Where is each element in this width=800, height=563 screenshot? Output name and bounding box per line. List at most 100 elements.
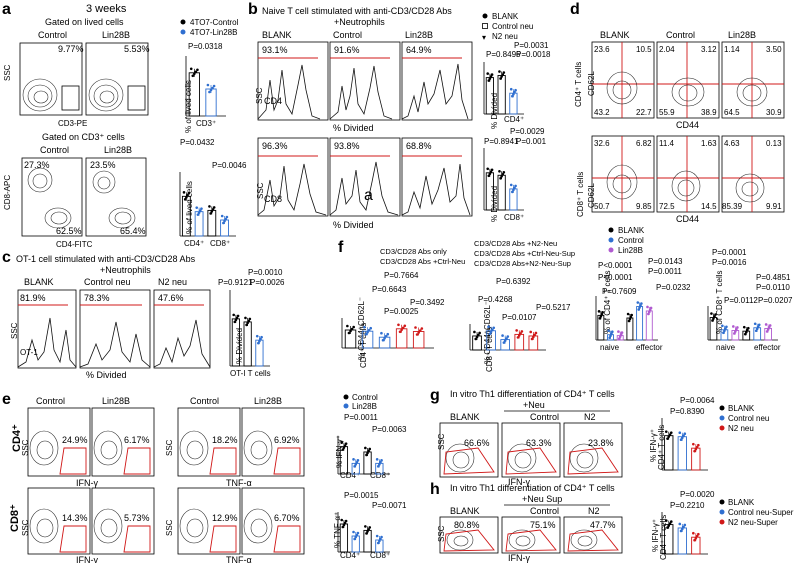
point-f1-1-2 <box>366 330 369 334</box>
point-d1-4-4 <box>640 302 643 305</box>
p-d-cd4-eff-2: P=0.0011 <box>648 267 682 276</box>
pct-c-blank: 81.9% <box>20 293 46 303</box>
p-d-cd4-naive-2: P<0.0001 <box>598 273 633 282</box>
point-a1-1-1 <box>208 90 211 94</box>
point-d1-5-4 <box>649 306 653 310</box>
quad-d-cd4-lin28b-lr: 30.9 <box>766 108 782 117</box>
panel-f: f CD3/CD28 Abs only CD3/CD28 Abs +Ctrl-N… <box>338 239 575 372</box>
point-c1-1-2 <box>246 321 249 325</box>
flow-h-control <box>501 516 561 554</box>
point-e2-1-4 <box>356 531 360 535</box>
point-a1-1-2 <box>209 88 213 92</box>
panel-e-row-cd4: CD4⁺ <box>11 424 23 452</box>
bar-b-cd8-ylabel: % Divided <box>490 186 499 222</box>
point-f2-4-1 <box>530 337 534 341</box>
panel-c-ot1-label: OT-1 <box>20 348 38 357</box>
bar-d-cd8-cat-naive: naive <box>716 343 736 352</box>
point-e2-3-2 <box>378 539 381 543</box>
pct-e-cd4-tnf-control: 18.2% <box>212 435 238 445</box>
bar-a1-ylabel: % of lived cells <box>184 80 193 133</box>
point-e2-1-1 <box>353 537 356 541</box>
point-a2-0-3 <box>186 194 189 197</box>
point-e1-1-1 <box>353 465 356 468</box>
quad-d-cd4-control <box>656 41 720 119</box>
point-g1-0-1 <box>666 437 669 440</box>
point-f2-3-0 <box>515 329 518 332</box>
bar-a2-ylabel: % of lived cells <box>185 181 194 234</box>
point-f1-4-1 <box>415 333 419 336</box>
point-e1-3-2 <box>378 463 381 466</box>
point-d2-0-3 <box>713 315 716 318</box>
point-a2-3-2 <box>223 219 226 223</box>
flow-e-cd8-tnf-lin28b <box>241 487 305 555</box>
p-d-cd8-naive-3: P=0.0112 <box>724 296 758 305</box>
bar-e-tnf-cat-cd8: CD8⁺ <box>370 551 390 560</box>
panel-e-x-ifn-1: IFN-γ <box>76 478 98 488</box>
panel-c-subtitle: +Neutrophils <box>100 265 151 275</box>
point-f2-1-1 <box>488 332 492 336</box>
point-e2-3-4 <box>380 535 383 539</box>
point-c1-2-1 <box>257 341 260 345</box>
p-d-cd8-eff-2: P=0.0110 <box>756 283 790 292</box>
flow-e-cd8-ifn-control <box>27 487 91 555</box>
bar-f-cd4-ylabel2: CD4⁺ T cells <box>359 323 368 368</box>
red-gates-e <box>59 447 301 553</box>
panel-d-x-axis-2: CD44 <box>676 214 699 224</box>
point-g1-2-4 <box>697 443 700 447</box>
quad-d-cd4-lin28b <box>721 41 785 119</box>
quad-d-cd4-blank-ll: 43.2 <box>594 108 610 117</box>
legend-d-lin28b-marker <box>608 247 614 253</box>
point-f2-3-1 <box>516 336 520 339</box>
point-d1-3-2 <box>628 317 632 321</box>
point-f1-2-2 <box>383 336 386 340</box>
panel-h-x-axis: IFN-γ <box>508 553 530 563</box>
point-b1-2-2 <box>512 92 515 96</box>
point-d2-3-1 <box>743 332 747 336</box>
legend-g-n2: N2 neu <box>728 424 754 433</box>
legend-a-control-marker <box>180 19 186 25</box>
point-c1-0-3 <box>235 316 239 320</box>
histograms-b-cd8 <box>257 161 471 216</box>
p-d-cd8-naive-2: P=0.0016 <box>712 258 747 267</box>
hist-b-cd4-lin28b <box>401 41 473 121</box>
point-c1-2-4 <box>260 335 263 339</box>
point-a1-0-0 <box>189 67 193 71</box>
pct-e-cd4-ifn-control: 24.9% <box>62 435 88 445</box>
p-a-cd8: P=0.0046 <box>212 161 247 170</box>
contours-g <box>443 443 619 475</box>
p-b-cd8-top: P=0.0029 <box>510 127 545 136</box>
point-d1-0-2 <box>599 315 603 318</box>
quad-d-cd4-control-lr: 38.9 <box>701 108 717 117</box>
bar-a1-cat: CD3⁺ <box>196 119 216 128</box>
panel-d-label: d <box>570 1 580 18</box>
point-f1-0-4 <box>352 325 355 329</box>
point-d2-3-2 <box>744 330 748 334</box>
point-d1-1-4 <box>611 330 614 334</box>
point-d1-1-2 <box>609 334 612 338</box>
panel-a-cond-control-2: Control <box>40 145 69 155</box>
point-d2-0-1 <box>711 319 714 322</box>
legend-b-n2: N2 neu <box>492 32 518 41</box>
point-f1-0-2 <box>349 329 352 333</box>
panel-b-cond-1: Control <box>333 30 362 40</box>
flow-e-cd4-ifn-control <box>27 407 91 477</box>
legend-e-lin28b: Lin28B <box>352 402 377 411</box>
quad-d-cd4-lin28b-ul: 1.14 <box>724 45 740 54</box>
point-d1-2-1 <box>618 337 621 340</box>
point-c1-0-1 <box>233 320 237 324</box>
hist-c-blank <box>17 289 77 369</box>
point-d1-5-1 <box>647 312 650 316</box>
point-d2-1-0 <box>721 324 724 328</box>
point-a1-1-4 <box>212 84 216 88</box>
point-d2-4-0 <box>753 322 757 326</box>
panel-c-cond-2: N2 neu <box>158 277 187 287</box>
point-b1-2-0 <box>509 87 513 91</box>
contours-e <box>29 430 273 544</box>
p-c-top: P=0.0010 <box>248 268 283 277</box>
bar-d1-5 <box>645 310 653 341</box>
panel-b-cd4-label: CD4 <box>264 96 282 106</box>
point-d1-4-1 <box>637 308 640 311</box>
p-b-cd4-a: P=0.8496 <box>486 50 521 59</box>
point-b1-0-2 <box>488 77 492 80</box>
point-b2-1-3 <box>501 172 505 176</box>
